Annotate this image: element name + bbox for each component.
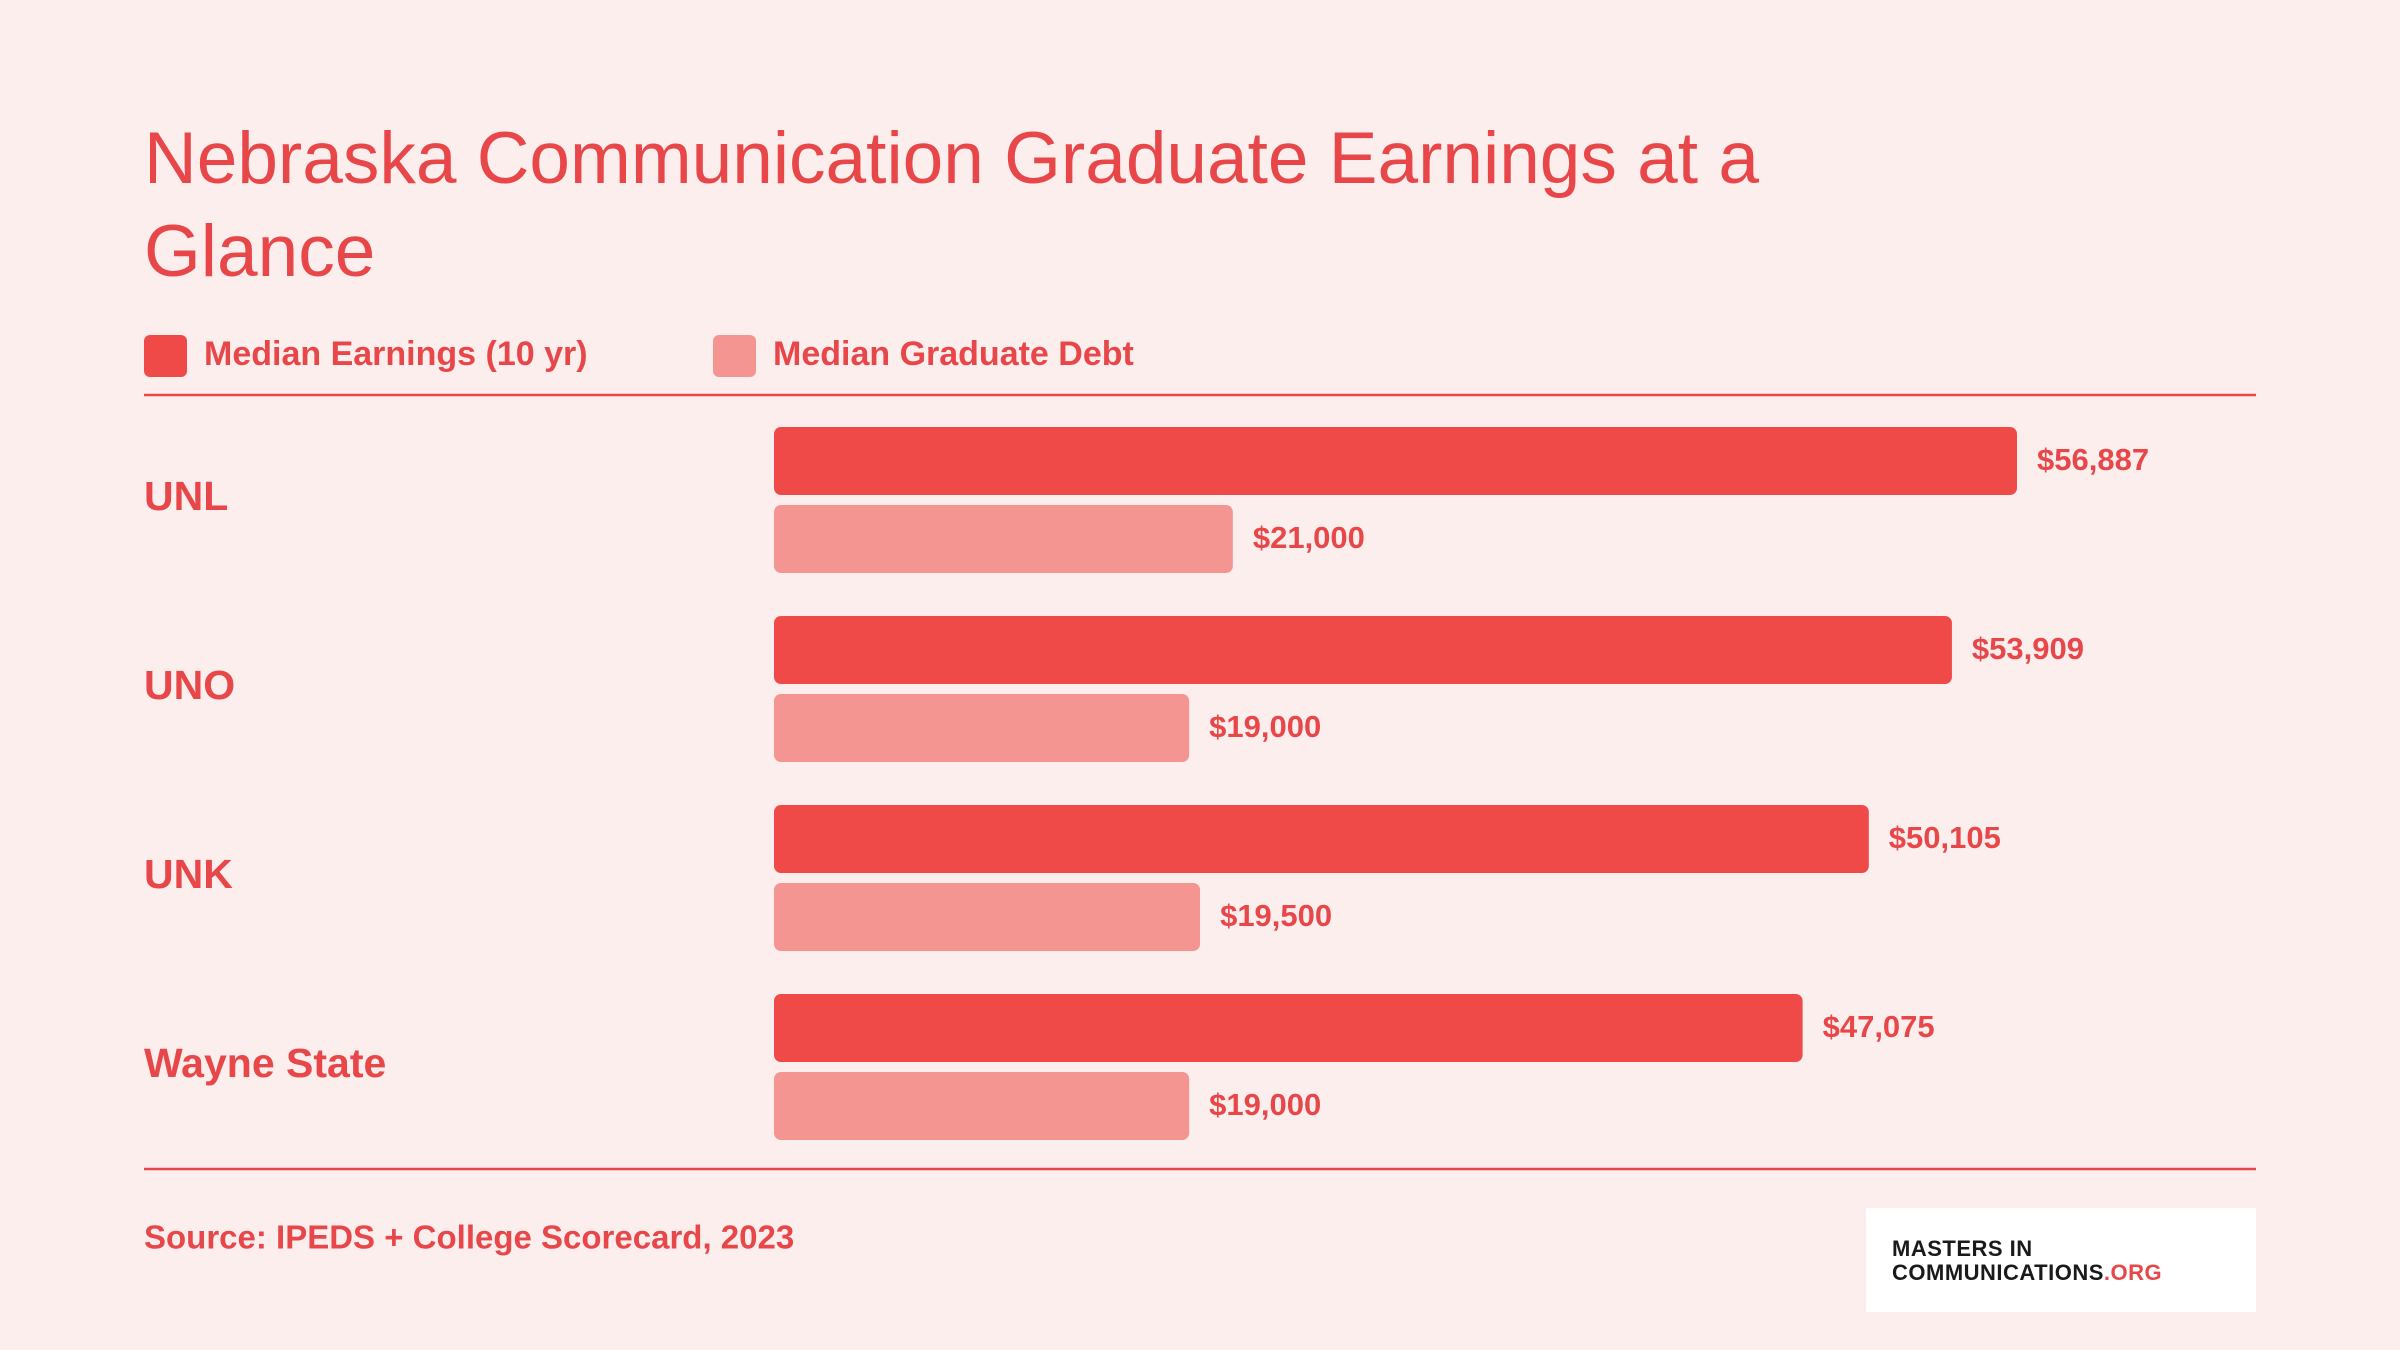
value-label: $19,500 — [1220, 898, 1332, 933]
legend-swatch — [144, 335, 187, 377]
category-label: UNO — [144, 662, 235, 708]
value-label: $19,000 — [1209, 709, 1321, 744]
bar — [774, 505, 1233, 573]
logo-text: MASTERS IN — [1892, 1236, 2033, 1261]
category-label: UNK — [144, 851, 233, 897]
logo: MASTERS IN COMMUNICATIONS.ORG — [1866, 1208, 2256, 1312]
value-label: $47,075 — [1823, 1009, 1935, 1044]
bar — [774, 694, 1190, 762]
bar — [774, 994, 1803, 1062]
category-label: Wayne State — [144, 1040, 386, 1086]
bar — [774, 427, 2017, 495]
value-label: $19,000 — [1209, 1087, 1321, 1122]
chart-title: Nebraska Communication Graduate Earnings… — [144, 118, 1759, 292]
value-label: $53,909 — [1972, 631, 2084, 666]
bar — [774, 616, 1952, 684]
source-note: Source: IPEDS + College Scorecard, 2023 — [144, 1219, 794, 1256]
bar — [774, 805, 1869, 873]
bar — [774, 1072, 1190, 1140]
logo-text: .ORG — [2103, 1260, 2163, 1285]
bar — [774, 883, 1201, 951]
legend-label: Median Graduate Debt — [773, 335, 1134, 373]
value-label: $56,887 — [2037, 442, 2149, 477]
value-label: $21,000 — [1253, 520, 1365, 555]
category-label: UNL — [144, 473, 228, 519]
legend-swatch — [713, 335, 756, 377]
logo-text: COMMUNICATIONS.ORG — [1892, 1260, 2162, 1286]
logo-text: COMMUNICATIONS — [1892, 1260, 2104, 1285]
value-label: $50,105 — [1889, 820, 2001, 855]
legend-label: Median Earnings (10 yr) — [204, 335, 588, 373]
